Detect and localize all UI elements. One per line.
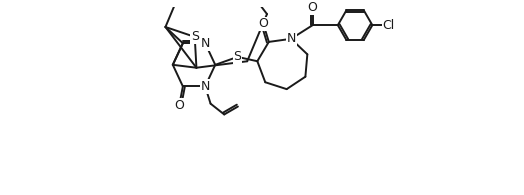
Text: O: O xyxy=(258,17,268,30)
Text: N: N xyxy=(201,80,210,93)
Text: O: O xyxy=(174,99,184,112)
Text: S: S xyxy=(234,50,242,63)
Text: N: N xyxy=(201,37,210,50)
Text: Cl: Cl xyxy=(383,19,395,32)
Text: S: S xyxy=(191,30,199,43)
Text: O: O xyxy=(308,1,318,14)
Text: N: N xyxy=(287,32,296,45)
